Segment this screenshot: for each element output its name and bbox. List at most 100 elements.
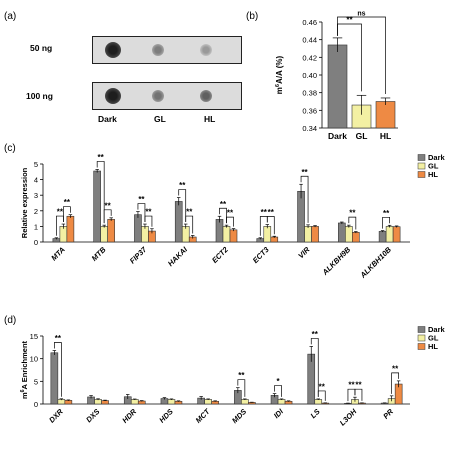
significance-bracket (96, 161, 105, 224)
legend-swatch (417, 334, 426, 342)
y-tick-label: 4 (34, 176, 38, 185)
significance-label: ** (355, 381, 362, 390)
significance-bracket (137, 203, 146, 223)
significance-label: ** (349, 209, 356, 218)
blot-column-label-dark: Dark (98, 114, 117, 124)
legend-swatch (417, 326, 426, 333)
y-tick-label: 15 (30, 332, 38, 341)
blot-dot (105, 42, 121, 58)
y-tick-label: 0 (34, 400, 38, 409)
bar (130, 399, 139, 405)
bar (100, 226, 108, 243)
y-axis-title-d: m6A Enrichment (20, 340, 29, 399)
significance-label: ** (383, 209, 390, 218)
x-category-label: DXR (47, 407, 65, 425)
x-category-label: VIR (296, 245, 312, 261)
bar (101, 400, 109, 405)
y-tick-label: 2 (34, 207, 38, 216)
x-category-label: MDS (230, 407, 248, 425)
significance-label: ** (145, 208, 152, 217)
significance-bracket (382, 216, 390, 229)
significance-label: * (276, 377, 280, 386)
significance-label: ** (312, 330, 319, 339)
significance-bracket (219, 207, 227, 224)
significance-bracket (300, 175, 309, 223)
significance-label: ** (238, 371, 245, 380)
x-category-label: HAKAI (166, 244, 190, 268)
significance-label: ** (64, 198, 71, 207)
x-tick-label: HL (380, 131, 391, 141)
blot-dot (200, 44, 212, 56)
bar (304, 226, 312, 243)
significance-label: ** (301, 168, 308, 177)
significance-bracket (310, 338, 319, 397)
bar (229, 229, 238, 243)
significance-bracket (391, 372, 399, 394)
legend-label: GL (428, 162, 439, 171)
significance-bracket (53, 342, 62, 397)
significance-bracket (103, 209, 112, 224)
significance-bracket (348, 216, 357, 230)
y-tick-label: 10 (30, 355, 38, 364)
bar (375, 101, 396, 129)
blot-membrane-100ng (92, 82, 242, 110)
significance-label: ** (319, 382, 326, 391)
x-category-label: FIP37 (128, 244, 149, 265)
bar (134, 214, 142, 243)
y-tick-label: 0.42 (302, 53, 317, 62)
significance-label: ** (392, 364, 399, 373)
y-axis-title-b: m6A/A (%) (275, 55, 284, 94)
x-category-label: HDR (120, 407, 138, 425)
bar (338, 222, 346, 243)
significance-label: ** (346, 16, 353, 25)
x-category-label: DXS (84, 407, 101, 424)
y-tick-label: 0.46 (302, 18, 317, 27)
y-tick-label: 0.40 (302, 71, 317, 80)
significance-label: ** (55, 334, 62, 343)
bar (263, 226, 272, 243)
x-category-label: IDI (272, 406, 286, 420)
significance-label: ns (357, 11, 365, 18)
x-category-label: ALKBH9B (320, 245, 353, 278)
bar (311, 226, 319, 243)
x-category-label: ECT3 (251, 244, 272, 265)
significance-bracket (266, 216, 275, 235)
significance-label: ** (98, 153, 105, 162)
legend-swatch (417, 171, 426, 178)
y-tick-label: 0.36 (302, 106, 317, 115)
significance-label: ** (348, 381, 355, 390)
bar (93, 170, 101, 243)
significance-bracket (337, 16, 386, 94)
significance-label: ** (268, 208, 275, 217)
bar (378, 231, 387, 243)
blot-row-label-100ng: 100 ng (26, 91, 53, 101)
significance-label: ** (227, 209, 234, 218)
legend-label: HL (428, 342, 438, 351)
blot-dot (152, 90, 164, 102)
blot-column-label-gl: GL (154, 114, 166, 124)
y-tick-label: 0 (34, 238, 38, 247)
significance-bracket (274, 385, 282, 397)
significance-label: ** (261, 208, 268, 217)
x-tick-label: Dark (328, 131, 347, 141)
panel-letter-b: (b) (246, 11, 259, 22)
bar (215, 219, 224, 243)
significance-bracket (185, 215, 194, 234)
x-category-label: HDS (157, 407, 175, 425)
blot-membrane-50ng (92, 36, 242, 64)
significance-label: ** (220, 200, 227, 209)
bar (64, 400, 73, 405)
y-tick-label: 5 (34, 160, 38, 169)
legend-label: HL (428, 170, 438, 179)
blot-dot (105, 88, 121, 104)
bar (297, 191, 305, 243)
bar (327, 44, 348, 129)
y-tick-label: 5 (34, 377, 38, 386)
x-category-label: ALKBH10B (358, 245, 394, 281)
y-axis-title-c: Relative expression (20, 167, 29, 238)
blot-column-label-hl: HL (204, 114, 216, 124)
x-category-label: L3OH (338, 407, 359, 428)
significance-bracket (226, 216, 234, 227)
bar (392, 226, 401, 243)
significance-label: ** (186, 208, 193, 217)
